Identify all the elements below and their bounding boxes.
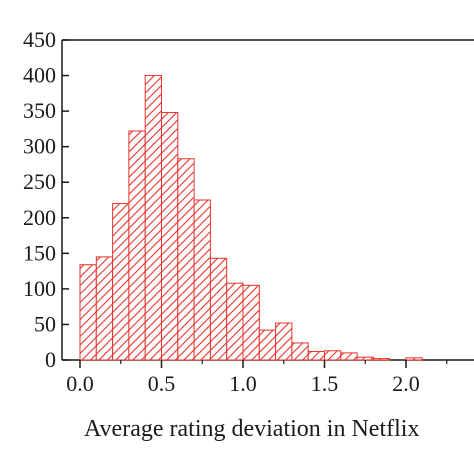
histogram-bar <box>242 284 260 361</box>
y-tick-label: 200 <box>23 205 56 230</box>
histogram-bar <box>258 329 277 361</box>
x-tick-label: 0.5 <box>148 371 176 396</box>
histogram-bar <box>95 256 114 361</box>
x-tick-label: 2.0 <box>392 371 420 396</box>
histogram-bar <box>307 350 326 361</box>
histogram-bar <box>128 130 146 361</box>
histogram-bar <box>405 357 423 361</box>
y-tick-label: 300 <box>23 134 56 159</box>
histogram-bar <box>275 322 293 361</box>
y-tick-label: 150 <box>23 240 56 265</box>
x-tick-label: 0.0 <box>66 371 94 396</box>
histogram-bar <box>291 342 309 361</box>
y-tick-label: 400 <box>23 63 56 88</box>
histogram-bar <box>356 356 374 361</box>
histogram-bar <box>79 264 97 361</box>
y-tick-label: 50 <box>34 311 56 336</box>
histogram-bar <box>209 257 228 361</box>
histogram-bar <box>177 158 195 361</box>
histogram-bar <box>324 350 342 361</box>
y-tick-label: 450 <box>23 27 56 52</box>
y-tick-label: 0 <box>45 347 56 372</box>
histogram-bar <box>226 282 244 361</box>
x-tick-label: 1.0 <box>229 371 257 396</box>
x-axis-label: Average rating deviation in Netflix <box>84 416 419 442</box>
x-axis: 0.0 0.5 1.0 1.5 2.0 <box>66 360 448 396</box>
y-tick-label: 100 <box>23 276 56 301</box>
histogram-bar <box>372 358 391 361</box>
histogram-bar <box>112 203 130 361</box>
histogram-bar <box>340 352 358 361</box>
y-tick-label: 250 <box>23 169 56 194</box>
histogram-bar <box>161 112 179 361</box>
x-tick-label: 1.5 <box>311 371 339 396</box>
y-axis: 0 50 100 150 200 250 300 350 400 450 <box>23 27 69 372</box>
histogram-bar <box>144 75 162 361</box>
bars-group <box>79 75 423 361</box>
y-tick-label: 350 <box>23 98 56 123</box>
histogram-bar <box>193 199 211 361</box>
